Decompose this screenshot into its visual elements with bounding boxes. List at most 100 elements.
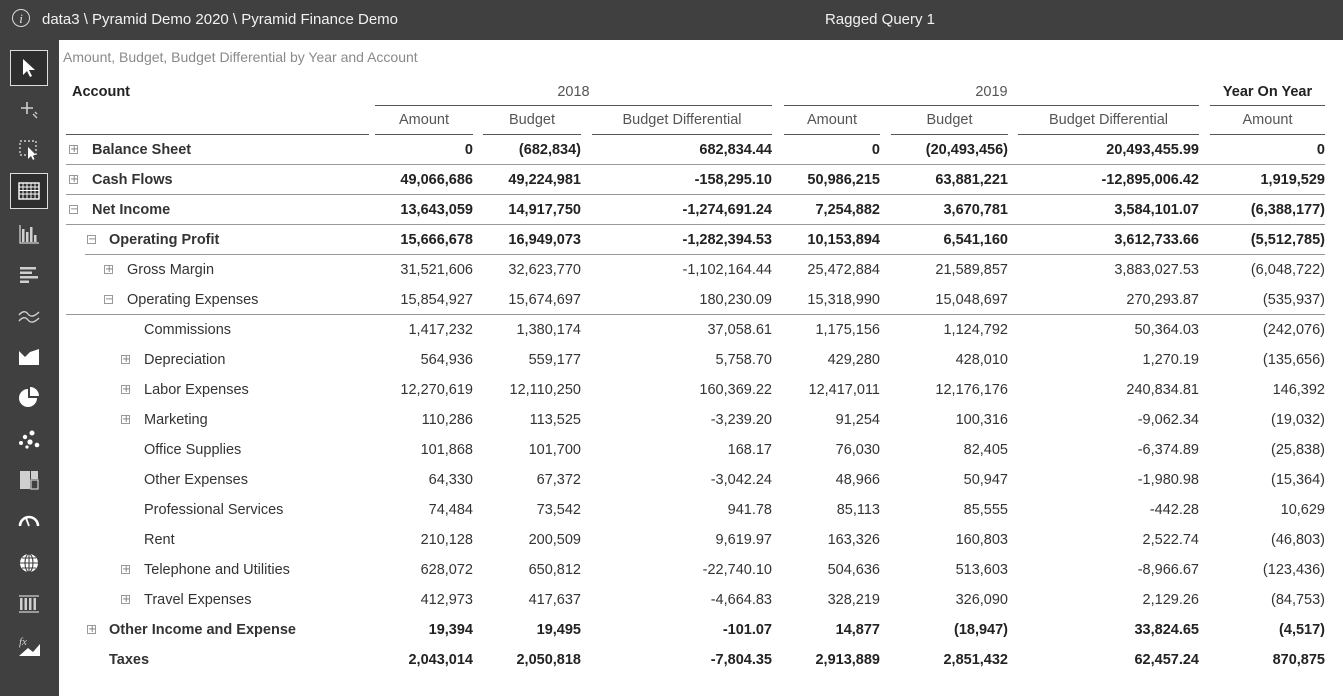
row-label[interactable]: Taxes [109,652,150,668]
row-label[interactable]: Travel Expenses [144,592,252,608]
expand-icon[interactable]: + [121,354,131,365]
grid-divider [1210,105,1325,106]
formula-tool-button[interactable]: fx [10,628,48,664]
grid-divider [85,254,1325,255]
value-cell: -7,804.35 [710,652,772,668]
grid-divider [66,134,369,135]
value-cell: (5,512,785) [1250,232,1325,248]
value-cell: -9,062.34 [1137,412,1199,428]
value-cell: 50,947 [963,472,1008,488]
value-cell: 12,270,619 [400,382,473,398]
value-cell: 20,493,455.99 [1106,142,1199,158]
row-label[interactable]: Gross Margin [127,262,215,278]
value-cell: 270,293.87 [1126,292,1199,308]
value-cell: 1,124,792 [943,322,1008,338]
row-label[interactable]: Marketing [144,412,208,428]
pie-chart-tool-button[interactable] [10,380,48,416]
row-label[interactable]: Operating Expenses [127,292,259,308]
value-cell: 1,175,156 [815,322,880,338]
treemap-icon [20,471,39,490]
row-label[interactable]: Other Income and Expense [109,622,296,638]
value-cell: -442.28 [1149,502,1199,518]
year-header[interactable]: 2019 [975,84,1008,100]
row-label[interactable]: Office Supplies [144,442,242,458]
collapse-icon[interactable]: − [69,204,79,215]
value-cell: (535,937) [1262,292,1325,308]
measure-header[interactable]: Budget [926,112,973,128]
grid-divider [483,134,581,135]
row-label[interactable]: Professional Services [144,502,284,518]
value-cell: 870,875 [1272,652,1325,668]
value-cell: 650,812 [528,562,581,578]
line-chart-tool-button[interactable] [10,298,48,334]
expand-icon[interactable]: + [121,384,131,395]
row-label[interactable]: Rent [144,532,175,548]
row-label[interactable]: Depreciation [144,352,226,368]
value-cell: 3,612,733.66 [1114,232,1199,248]
expand-icon[interactable]: + [121,414,131,425]
account-header: Account [72,84,130,100]
expand-icon[interactable]: + [104,264,114,275]
info-icon[interactable]: i [12,9,30,27]
value-cell: 941.78 [727,502,772,518]
grid-tool-button[interactable] [10,173,48,209]
row-label[interactable]: Balance Sheet [92,142,192,158]
expand-icon[interactable]: + [121,594,131,605]
measure-header[interactable]: Budget Differential [622,112,742,128]
select-tool-button[interactable] [10,50,48,86]
pie-chart-icon [19,387,39,407]
value-cell: 15,318,990 [807,292,880,308]
area-chart-tool-button[interactable] [10,339,48,375]
value-cell: 101,700 [528,442,581,458]
row-label[interactable]: Operating Profit [109,232,220,248]
value-cell: (6,048,722) [1250,262,1325,278]
year-header[interactable]: Year On Year [1222,84,1313,100]
measure-header[interactable]: Budget [509,112,555,128]
grid-divider [375,134,473,135]
expand-icon[interactable]: + [87,624,97,635]
value-cell: -101.07 [722,622,772,638]
scatter-tool-button[interactable] [10,421,48,457]
value-cell: 412,973 [420,592,473,608]
bar-chart-tool-button[interactable] [10,216,48,252]
row-label[interactable]: Labor Expenses [144,382,249,398]
value-cell: 33,824.65 [1134,622,1199,638]
value-cell: 49,066,686 [400,172,473,188]
value-cell: 0 [1316,142,1325,158]
expand-icon[interactable]: + [69,174,79,185]
map-tool-button[interactable] [10,545,48,581]
add-tool-button[interactable] [10,92,48,128]
expand-icon[interactable]: + [121,564,131,575]
measure-header[interactable]: Budget Differential [1048,112,1169,128]
select-region-tool-button[interactable] [10,132,48,168]
horizontal-bar-tool-button[interactable] [10,257,48,293]
value-cell: 15,048,697 [935,292,1008,308]
formula-icon: fx [19,636,40,656]
row-label[interactable]: Other Expenses [144,472,248,488]
value-cell: 328,219 [827,592,880,608]
treemap-tool-button[interactable] [10,462,48,498]
row-label[interactable]: Net Income [92,202,171,218]
collapse-icon[interactable]: − [87,234,97,245]
gauge-tool-button[interactable] [10,503,48,539]
value-cell: 67,372 [536,472,581,488]
value-cell: 1,919,529 [1260,172,1325,188]
measure-header[interactable]: Amount [399,112,449,128]
year-header[interactable]: 2018 [557,84,590,100]
row-label[interactable]: Telephone and Utilities [144,562,290,578]
indicator-tool-button[interactable] [10,586,48,622]
row-label[interactable]: Cash Flows [92,172,173,188]
value-cell: 0 [464,142,473,158]
value-cell: 85,113 [836,502,880,518]
grid-divider [375,105,772,106]
value-cell: 2,129.26 [1142,592,1199,608]
measure-header[interactable]: Amount [807,112,857,128]
breadcrumb[interactable]: data3 \ Pyramid Demo 2020 \ Pyramid Fina… [42,11,398,28]
measure-header[interactable]: Amount [1242,112,1293,128]
value-cell: 1,417,232 [408,322,473,338]
value-cell: -22,740.10 [702,562,772,578]
row-label[interactable]: Commissions [144,322,232,338]
value-cell: -8,966.67 [1137,562,1199,578]
expand-icon[interactable]: + [69,144,79,155]
collapse-icon[interactable]: − [104,294,114,305]
